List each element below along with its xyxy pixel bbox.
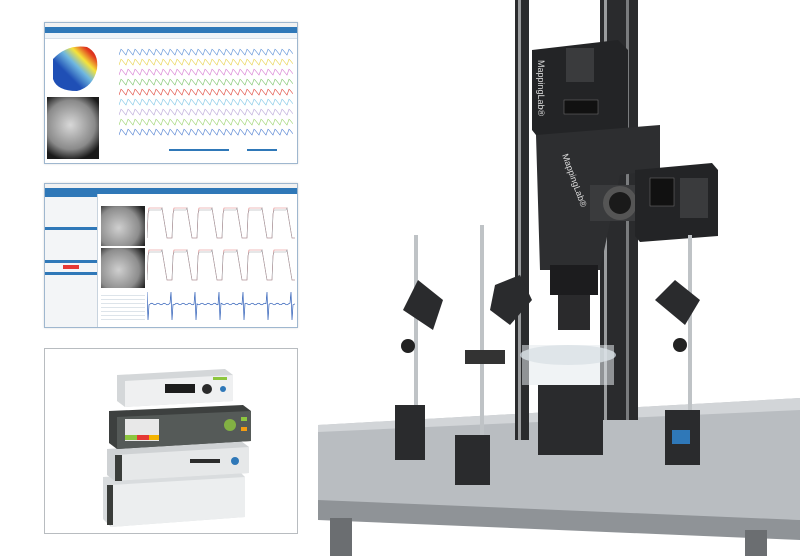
control-unit-stack xyxy=(103,369,251,527)
signal-trace xyxy=(119,118,293,126)
io-unit xyxy=(107,441,249,481)
action-potential-trace xyxy=(147,207,295,239)
signal-trace xyxy=(119,108,293,116)
camera-top: MappingLab® xyxy=(532,40,628,140)
signal-trace xyxy=(119,48,293,56)
hardware-photo-box xyxy=(44,348,298,534)
window-titlebar xyxy=(45,23,297,27)
trace-plot xyxy=(119,43,293,139)
app-menubar xyxy=(45,27,297,33)
specimen-stage xyxy=(520,345,616,455)
window-titlebar xyxy=(45,184,297,188)
activation-heatmap xyxy=(47,39,103,95)
app-menubar xyxy=(45,188,297,194)
signal-trace xyxy=(119,88,293,96)
optical-mapping-rig: MappingLab® MappingLab® xyxy=(318,0,800,556)
control-panel-unit xyxy=(109,405,251,449)
signal-trace xyxy=(119,98,293,106)
action-potential-trace xyxy=(147,249,295,281)
brand-logo-top: MappingLab® xyxy=(536,60,546,117)
led-light-center xyxy=(455,225,532,485)
playback-controls xyxy=(119,147,293,159)
led-light-right xyxy=(655,235,700,465)
led-light-left xyxy=(395,235,443,460)
camera-controller-unit xyxy=(117,369,233,407)
stimulator-unit xyxy=(103,469,245,527)
signal-trace xyxy=(119,128,293,136)
ecg-trace xyxy=(147,291,295,321)
camera-grayscale-image xyxy=(47,97,99,159)
signal-trace xyxy=(119,58,293,66)
app-toolbar xyxy=(45,33,297,39)
settings-sidebar xyxy=(45,194,98,327)
objective-lens xyxy=(550,265,598,330)
camera-image-1 xyxy=(101,206,145,246)
software-screenshot-analysis xyxy=(44,183,298,328)
signal-trace xyxy=(119,78,293,86)
signal-plots xyxy=(147,200,295,324)
signal-trace xyxy=(119,68,293,76)
camera-image-2 xyxy=(101,248,145,288)
software-screenshot-mapping xyxy=(44,22,298,164)
results-table xyxy=(101,292,145,322)
camera-side xyxy=(590,163,718,242)
